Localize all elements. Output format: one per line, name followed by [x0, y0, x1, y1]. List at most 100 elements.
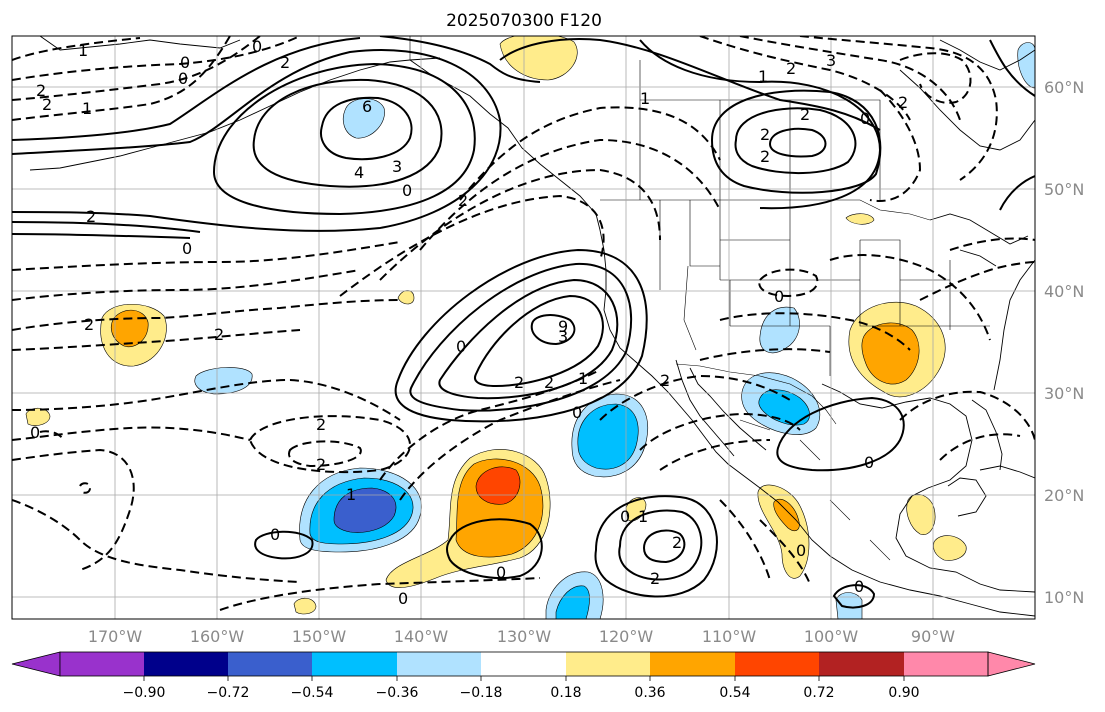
colorbar-tick-label: 0.72 [803, 685, 834, 701]
contour-label: 0 [178, 69, 188, 88]
colorbar-bin [397, 652, 481, 676]
contour-label: 0 [180, 53, 190, 72]
contour-label: 0 [620, 507, 630, 526]
contour-plains-1 [719, 312, 911, 351]
contour-ne-edge-2 [999, 175, 1035, 211]
contour-label: 2 [672, 533, 682, 552]
coast-pnw [595, 213, 1035, 617]
contour-label: 0 [796, 541, 806, 560]
contour-cutoff-ring-1 [530, 314, 576, 346]
contour-trough-4 [339, 194, 605, 297]
contours-dashed [12, 36, 1035, 611]
contour-nw-dash-3 [12, 36, 231, 121]
contour-cutoff-ring-5 [394, 248, 648, 423]
colorbar-bin [566, 652, 650, 676]
contour-cutoff-ring-3 [438, 278, 619, 400]
lon-label-160w: 160°W [190, 627, 245, 646]
shade-yellow-camerica-b [933, 535, 967, 561]
shade-yellow-tiny-b [293, 597, 317, 615]
shade-cyan-east [577, 403, 639, 470]
contour-label: 0 [854, 577, 864, 596]
colorbar-bin [312, 652, 397, 676]
colorbar-tick-label: 0.36 [634, 685, 665, 701]
colorbar-bin [735, 652, 819, 676]
contour-label: 1 [82, 99, 92, 118]
contour-label: 0 [572, 403, 582, 422]
colorbar-bin [481, 652, 566, 676]
contour-mid-band-3 [12, 448, 135, 571]
border-canada-provinces [639, 60, 881, 200]
shade-blue-small-a [194, 367, 253, 395]
contour-label: 0 [398, 589, 408, 608]
contour-west-5 [12, 329, 301, 351]
contour-trough-2 [419, 138, 721, 251]
contour-label: 2 [760, 147, 770, 166]
lat-label-30n: 30°N [1044, 384, 1084, 403]
contour-east-3 [659, 439, 771, 471]
contour-sw-2 [379, 369, 601, 481]
contour-low-ring-1 [320, 96, 413, 161]
contour-label: 2 [514, 373, 524, 392]
contour-label: 2 [786, 59, 796, 78]
contour-trough-1 [459, 106, 721, 201]
colorbar-tick-label: −0.72 [207, 685, 250, 701]
contour-label: 0 [496, 563, 506, 582]
contour-label: 3 [392, 157, 402, 176]
contour-mx-dash-1 [759, 519, 811, 585]
coast-alaska-top [39, 36, 241, 51]
border-us-canada [600, 199, 931, 221]
coast-great-lakes [929, 213, 1029, 267]
contour-subtrop-ring-4 [446, 518, 543, 580]
contour-east-edge-1 [949, 237, 1035, 251]
contour-label: 0 [864, 453, 874, 472]
contour-low-arc-4 [12, 48, 502, 232]
contour-texas-arc [829, 254, 991, 341]
colorbar-ticks [143, 676, 905, 681]
shade-royal-sw [333, 487, 397, 533]
contour-label: 3 [826, 51, 836, 70]
contour-low-ring-2 [252, 78, 443, 188]
shade-blue-ne-edge [1017, 42, 1035, 89]
contour-label: 3 [558, 327, 568, 346]
contour-label: 4 [354, 163, 364, 182]
contour-mid-ring-1 [248, 415, 411, 474]
colorbar: −0.90 −0.72 −0.54 −0.36 −0.18 0.18 0.36 … [11, 651, 1036, 701]
contour-low-arc-5 [12, 37, 361, 141]
contour-label: 1 [78, 41, 88, 60]
lon-label-90w: 90°W [911, 627, 955, 646]
shade-cyan-mexico-b [758, 389, 810, 426]
contour-cutoff-ring-4 [409, 262, 633, 412]
colorbar-tick-label: 0.18 [550, 685, 581, 701]
contour-label: 1 [640, 89, 650, 108]
gridlines [12, 36, 1035, 619]
contour-hudson-ring-3 [710, 89, 882, 194]
colorbar-extend-low [11, 651, 61, 677]
border-mexico-states [739, 419, 891, 561]
colorbar-tick-label: 0.90 [888, 685, 919, 701]
colorbar-bin [904, 652, 988, 676]
contour-label: 2 [84, 315, 94, 334]
contour-west-4 [12, 241, 401, 271]
lon-label-170w: 170°W [88, 627, 143, 646]
contour-ridge-alaska [499, 37, 881, 131]
contour-low-ring-3 [212, 62, 476, 216]
contour-label: 2 [316, 415, 326, 434]
contour-label: 2 [86, 207, 96, 226]
contour-label: 0 [30, 423, 40, 442]
contour-label: 2 [36, 81, 46, 100]
lat-label-60n: 60°N [1044, 78, 1084, 97]
colorbar-tick-label: −0.18 [460, 685, 503, 701]
contour-label: 2 [660, 371, 670, 390]
coast-cuba [979, 465, 1035, 479]
border-states-1 [659, 200, 990, 376]
contour-gulf-ring [776, 396, 905, 472]
contour-mid-band-4 [12, 499, 301, 583]
contour-east-edge-2 [919, 261, 1035, 301]
contour-west-3 [12, 269, 361, 301]
shade-cyan-bottom [555, 585, 590, 619]
contour-label: 2 [316, 455, 326, 474]
shade-yellow-tiny-e [845, 213, 875, 225]
contour-trough-3 [379, 168, 661, 281]
contour-south-1 [219, 577, 541, 611]
contour-label: 1 [758, 67, 768, 86]
